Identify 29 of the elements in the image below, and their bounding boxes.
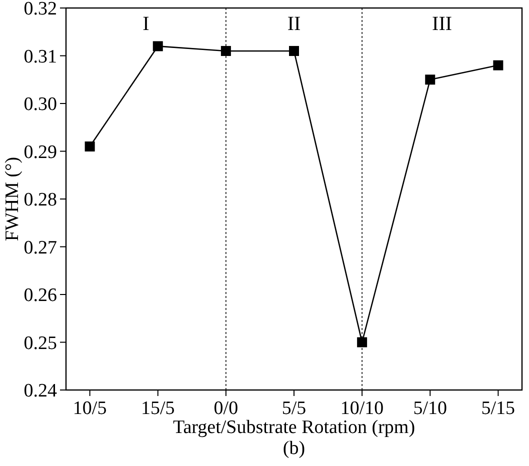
y-tick-label: 0.26 [24,285,57,306]
point [493,60,504,70]
x-axis-title: Target/Substrate Rotation (rpm) [172,417,416,438]
y-axis-title: FWHM (°) [2,156,23,242]
point [84,141,95,152]
y-tick-label: 0.25 [24,332,57,354]
y-tick-label: 0.24 [24,380,58,402]
text: (b) [282,438,306,459]
annotation: III [432,13,452,35]
y-tick-label: 0.28 [24,190,57,211]
point [289,46,299,56]
annotation: II [287,13,301,35]
point [152,41,163,52]
x-tick-label: 10/5 [72,398,107,419]
y-tick-label: 0.27 [24,237,57,258]
x-tick-label: 10/10 [340,398,384,419]
y-tick-label: 0.31 [24,46,57,68]
x-tick-label: 5/5 [282,398,306,419]
y-tick-label: 0.32 [24,0,57,20]
x-tick-label: 5/15 [481,398,516,419]
x-tick-label: 15/5 [140,398,175,419]
annotation: I [142,13,150,35]
x-tick-label: 0/0 [214,398,238,419]
point [357,337,368,348]
point [425,74,436,85]
x-tick-label: 5/10 [413,398,448,419]
point [220,46,231,56]
y-tick-label: 0.29 [24,142,57,163]
y-tick-label: 0.30 [24,94,57,116]
